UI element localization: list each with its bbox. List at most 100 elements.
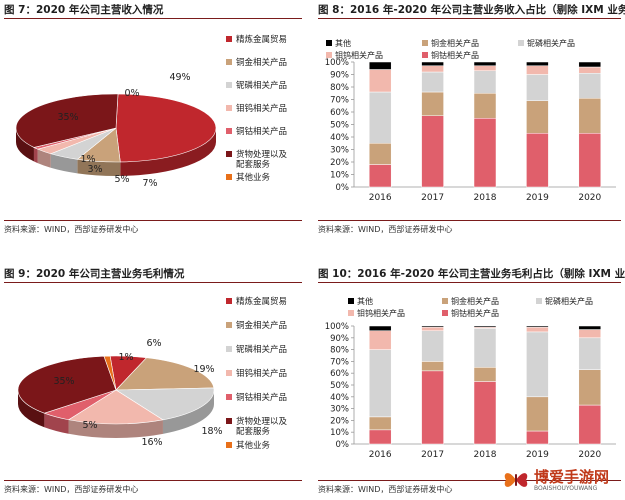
butterfly-logo-icon bbox=[504, 473, 528, 487]
bar-fig10-2019-4 bbox=[526, 325, 549, 328]
title-rule-fig7 bbox=[4, 18, 302, 19]
y-tick-label-fig10-1: 10% bbox=[330, 428, 349, 438]
legend-swatch-fig10-2 bbox=[536, 298, 542, 304]
legend-swatch-fig7-1 bbox=[226, 59, 232, 65]
legend-label-fig7-5-cont: 配套服务 bbox=[236, 159, 271, 170]
legend-label-fig10-2: 铌磷相关产品 bbox=[545, 296, 593, 306]
x-tick-label-fig10-1: 2017 bbox=[421, 450, 444, 460]
bar-fig8-2017-0 bbox=[421, 115, 444, 188]
y-tick-label-fig8-3: 30% bbox=[330, 146, 349, 156]
legend-swatch-fig10-4 bbox=[442, 310, 448, 316]
bar-fig10-2019-1 bbox=[526, 396, 549, 432]
data-label-fig7-0: 49% bbox=[169, 72, 190, 83]
bar-fig10-2020-0 bbox=[578, 404, 602, 445]
source-rule-fig9 bbox=[4, 480, 302, 481]
legend-label-fig9-2: 铌磷相关产品 bbox=[236, 344, 287, 355]
legend-label-fig9-1: 铜金相关产品 bbox=[236, 320, 287, 331]
legend-swatch-fig7-6 bbox=[226, 174, 232, 180]
data-label-fig9-2: 18% bbox=[201, 426, 222, 437]
bar-fig8-2019-4 bbox=[526, 61, 549, 66]
legend-swatch-fig9-5 bbox=[226, 418, 232, 424]
pie-chart-fig9: 6% 19% 18% 16% 5% 35% 1% 精炼金属贸易铜金相关产品铌磷相关产品钼钨相关… bbox=[17, 296, 288, 451]
chart-title-fig8: 图 8：2016 年-2020 年公司主营业务收入占比（剔除 IXM 业务） bbox=[318, 4, 625, 16]
bar-fig10-2020-1 bbox=[578, 369, 602, 406]
legend-label-fig9-0: 精炼金属贸易 bbox=[236, 296, 287, 307]
legend-label-fig7-5: 货物处理以及 bbox=[236, 149, 288, 160]
legend-label-fig8-1: 铜金相关产品 bbox=[431, 38, 479, 48]
legend-swatch-fig9-2 bbox=[226, 346, 232, 352]
y-tick-label-fig8-1: 10% bbox=[330, 171, 349, 181]
bar-fig10-2016-2 bbox=[368, 349, 392, 418]
y-tick-label-fig10-2: 20% bbox=[330, 416, 349, 426]
panel-fig10: 图 10：2016 年-2020 年公司主营业务毛利占比（剔除 IXM 业务） … bbox=[318, 266, 625, 500]
legend-label-fig7-4: 铜钴相关产品 bbox=[236, 126, 287, 137]
slice-fig7-5-side bbox=[16, 128, 34, 162]
legend-swatch-fig8-0 bbox=[326, 40, 332, 46]
y-tick-label-fig8-6: 60% bbox=[330, 108, 349, 118]
legend-swatch-fig8-2 bbox=[518, 40, 524, 46]
bar-fig10-2017-3 bbox=[421, 326, 444, 331]
x-tick-label-fig8-0: 2016 bbox=[369, 193, 392, 203]
bar-fig10-2019-3 bbox=[526, 326, 549, 333]
y-tick-label-fig10-7: 70% bbox=[330, 357, 349, 367]
bar-fig8-2016-4 bbox=[368, 61, 392, 70]
bar-fig8-2016-1 bbox=[368, 143, 392, 165]
legend-swatch-fig9-3 bbox=[226, 370, 232, 376]
bar-fig8-2020-0 bbox=[578, 133, 602, 188]
slice-fig9-2 bbox=[115, 387, 215, 421]
bar-fig8-2017-1 bbox=[421, 91, 444, 116]
source-rule-fig8 bbox=[318, 220, 621, 221]
legend-swatch-fig7-2 bbox=[226, 82, 232, 88]
legend-swatch-fig9-4 bbox=[226, 394, 232, 400]
legend-label-fig7-0: 精炼金属贸易 bbox=[236, 34, 287, 45]
bar-fig8-2020-4 bbox=[578, 61, 602, 68]
bar-fig10-2020-2 bbox=[578, 337, 602, 370]
legend-swatch-fig9-0 bbox=[226, 298, 232, 304]
bar-fig8-2017-4 bbox=[421, 61, 444, 66]
legend-swatch-fig9-1 bbox=[226, 322, 232, 328]
bar-fig8-2019-1 bbox=[526, 100, 549, 134]
bar-fig8-2018-4 bbox=[473, 61, 497, 66]
y-tick-label-fig8-4: 40% bbox=[330, 133, 349, 143]
data-label-fig7-5: 35% bbox=[57, 112, 78, 123]
x-tick-label-fig10-2: 2018 bbox=[474, 450, 497, 460]
y-tick-label-fig8-7: 70% bbox=[330, 96, 349, 106]
watermark-sub-text: BOAISHOUYOUWANG bbox=[534, 485, 598, 492]
bar-chart-fig8: 0% 10% 20% 30% 40% 50% 60% 70% 80% 90% 100% 2016 201… bbox=[325, 38, 616, 203]
data-label-fig7-4: 1% bbox=[80, 154, 95, 165]
bar-fig10-2020-3 bbox=[578, 329, 602, 339]
data-label-fig9-3: 16% bbox=[141, 437, 162, 448]
slice-fig9-3 bbox=[67, 389, 164, 425]
y-tick-label-fig10-10: 100% bbox=[325, 322, 349, 332]
source-fig9: 资料来源：WIND，西部证券研发中心 bbox=[4, 485, 139, 494]
bar-fig8-2020-3 bbox=[578, 66, 602, 74]
y-tick-label-fig8-10: 100% bbox=[325, 58, 349, 68]
bar-fig8-2019-2 bbox=[526, 74, 549, 101]
slice-fig7-3-side bbox=[37, 149, 51, 168]
bar-fig8-2016-2 bbox=[368, 91, 392, 144]
x-tick-label-fig10-0: 2016 bbox=[369, 450, 392, 460]
bar-fig8-2018-1 bbox=[473, 93, 497, 119]
legend-label-fig9-4: 铜钴相关产品 bbox=[236, 392, 287, 403]
legend-label-fig10-3: 钼钨相关产品 bbox=[357, 308, 405, 318]
bar-fig10-2017-0 bbox=[421, 370, 444, 445]
legend-swatch-fig7-4 bbox=[226, 128, 232, 134]
data-label-fig9-5: 35% bbox=[53, 376, 74, 387]
x-tick-label-fig8-3: 2019 bbox=[526, 193, 549, 203]
x-tick-label-fig8-4: 2020 bbox=[578, 193, 601, 203]
legend-label-fig7-1: 铜金相关产品 bbox=[236, 57, 287, 68]
bar-fig8-2017-3 bbox=[421, 65, 444, 73]
y-tick-label-fig10-4: 40% bbox=[330, 393, 349, 403]
x-tick-label-fig8-2: 2018 bbox=[474, 193, 497, 203]
legend-label-fig7-6: 其他业务 bbox=[236, 172, 271, 183]
slice-fig9-2-side bbox=[162, 390, 214, 434]
x-tick-label-fig8-1: 2017 bbox=[421, 193, 444, 203]
legend-swatch-fig7-3 bbox=[226, 105, 232, 111]
y-tick-label-fig10-5: 50% bbox=[330, 381, 349, 391]
legend-swatch-fig10-0 bbox=[348, 298, 354, 304]
chart-title-fig9: 图 9：2020 年公司主营业务毛利情况 bbox=[4, 268, 185, 280]
legend-label-fig7-2: 铌磷相关产品 bbox=[236, 80, 287, 91]
y-tick-label-fig10-9: 90% bbox=[330, 334, 349, 344]
legend-swatch-fig8-3 bbox=[326, 52, 332, 58]
